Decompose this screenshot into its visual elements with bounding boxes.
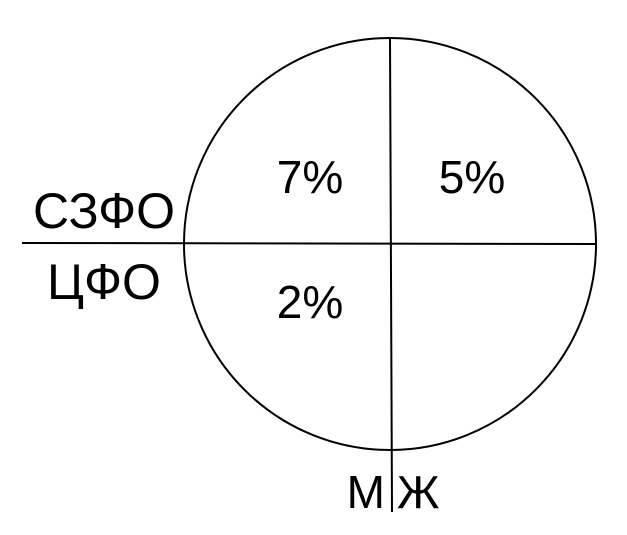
left-label-lower: ЦФО bbox=[47, 254, 161, 310]
vertical-axis-line bbox=[389, 37, 393, 513]
horizontal-axis-line bbox=[21, 242, 597, 245]
left-label-upper: СЗФО bbox=[33, 183, 175, 239]
quadrant-bottom-left-value: 2% bbox=[277, 276, 343, 328]
bottom-label-right: Ж bbox=[397, 466, 439, 518]
bottom-label-left: М bbox=[347, 466, 385, 518]
quadrant-top-right-value: 5% bbox=[439, 151, 505, 203]
quadrant-top-left-value: 7% bbox=[277, 151, 343, 203]
